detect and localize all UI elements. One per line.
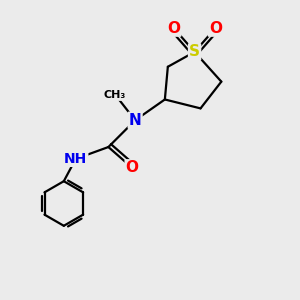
Text: S: S xyxy=(189,44,200,59)
Text: N: N xyxy=(129,113,142,128)
Text: O: O xyxy=(167,21,180,36)
Text: CH₃: CH₃ xyxy=(103,90,125,100)
Text: NH: NH xyxy=(64,152,87,166)
Text: O: O xyxy=(209,21,222,36)
Text: O: O xyxy=(126,160,139,175)
